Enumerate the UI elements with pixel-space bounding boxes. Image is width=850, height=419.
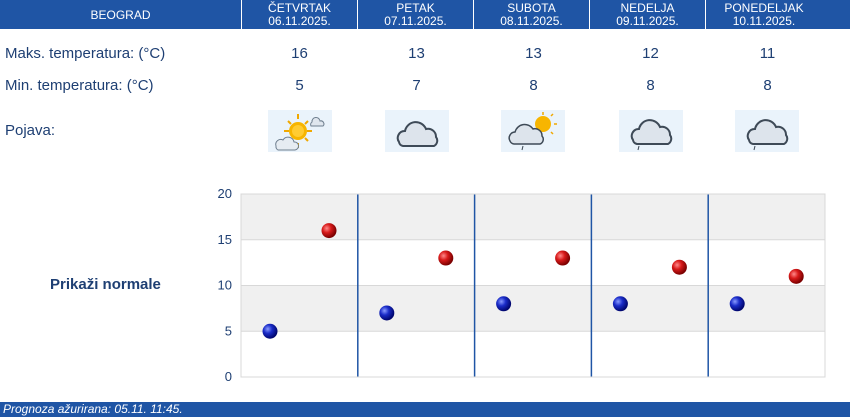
day-date: 06.11.2025. [268, 14, 331, 28]
min-temp-point [496, 296, 512, 312]
min-temp-row: Min. temperatura: (°C) 5 7 8 8 8 [0, 73, 850, 97]
plot-frame [240, 193, 826, 378]
day-name: ČETVRTAK [268, 1, 331, 15]
day-date: 08.11.2025. [500, 14, 563, 28]
min-temp-value: 7 [412, 76, 421, 94]
day-header-4: NEDELJA 09.11.2025. [589, 0, 705, 29]
min-temp-value: 8 [529, 76, 538, 94]
max-temp-value: 13 [408, 44, 425, 62]
weather-row: Pojava: [0, 108, 850, 154]
grid-band [241, 194, 825, 240]
day-date: 09.11.2025. [616, 14, 679, 28]
day-name: PONEDELJAK [724, 1, 804, 15]
min-temp-point [262, 323, 278, 339]
max-temp-row: Maks. temperatura: (°C) 16 13 13 12 11 [0, 41, 850, 65]
min-temp-value: 8 [646, 76, 655, 94]
max-temp-point [321, 223, 337, 239]
day-header-1: ČETVRTAK 06.11.2025. [241, 0, 357, 29]
min-temp-value: 5 [295, 76, 304, 94]
city-name: BEOGRAD [90, 7, 151, 22]
cloud-drizzle-icon [735, 110, 799, 152]
max-temp-point [788, 268, 804, 284]
day-date: 10.11.2025. [732, 14, 796, 28]
show-normals-link[interactable]: Prikaži normale [50, 276, 161, 293]
updated-footer: Prognoza ažurirana: 05.11. 11:45. [0, 402, 850, 417]
day-name: SUBOTA [507, 1, 556, 15]
max-temp-point [671, 259, 687, 275]
temperature-chart: 0 5 10 15 20 [218, 186, 826, 384]
min-temp-label: Min. temperatura: (°C) [5, 76, 154, 94]
cloud-drizzle-icon [619, 110, 683, 152]
max-temp-label: Maks. temperatura: (°C) [5, 44, 166, 62]
min-temp-point [729, 296, 745, 312]
y-tick-label: 15 [218, 232, 232, 247]
day-name: NEDELJA [620, 1, 675, 15]
day-header-5: PONEDELJAK 10.11.2025. [705, 0, 822, 29]
day-name: PETAK [396, 1, 435, 15]
max-temp-point [555, 250, 571, 266]
forecast-header: BEOGRAD ČETVRTAK 06.11.2025. PETAK 07.11… [0, 0, 850, 29]
max-temp-value: 16 [291, 44, 308, 62]
day-header-3: SUBOTA 08.11.2025. [473, 0, 589, 29]
weather-label: Pojava: [5, 122, 56, 139]
y-tick-label: 20 [218, 186, 232, 201]
max-temp-value: 11 [759, 44, 776, 62]
min-temp-value: 8 [763, 76, 772, 94]
y-tick-label: 5 [225, 323, 232, 338]
max-temp-point [438, 250, 454, 266]
partly-sunny-icon [268, 110, 332, 152]
y-tick-label: 0 [225, 369, 232, 384]
grid-band [241, 285, 825, 332]
y-tick-label: 10 [218, 278, 232, 293]
max-temp-value: 12 [642, 44, 659, 62]
min-temp-point [379, 305, 395, 321]
day-date: 07.11.2025. [384, 14, 447, 28]
cloud-sun-drizzle-icon [501, 110, 565, 152]
max-temp-value: 13 [525, 44, 542, 62]
min-temp-point [612, 296, 628, 312]
day-header-2: PETAK 07.11.2025. [357, 0, 473, 29]
cloud-icon [385, 110, 449, 152]
